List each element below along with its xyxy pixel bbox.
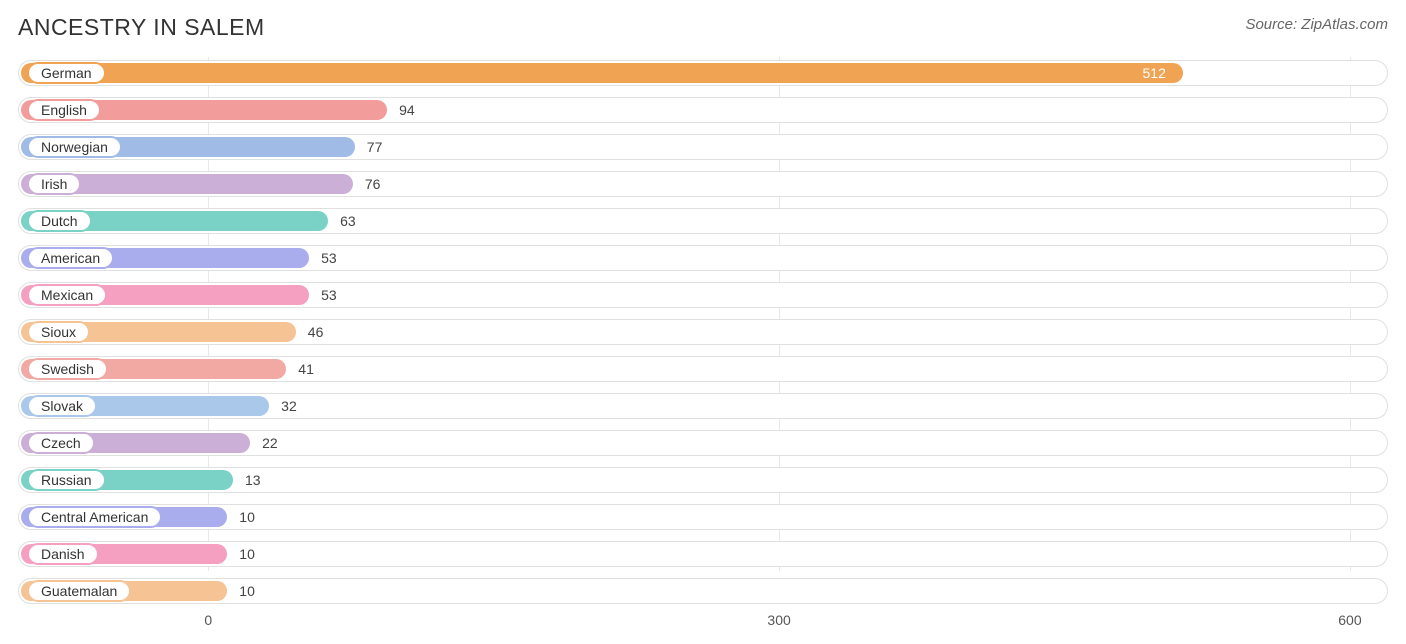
bar-label: Central American	[27, 506, 162, 528]
bar-value: 46	[308, 324, 324, 340]
bar-value: 53	[321, 250, 337, 266]
bar-value: 10	[239, 546, 255, 562]
bar-label: English	[27, 99, 101, 121]
bar-label: Slovak	[27, 395, 97, 417]
bar-row: German 512	[18, 57, 1388, 89]
bar-row: Sioux 46	[18, 316, 1388, 348]
bar-fill	[21, 63, 1183, 83]
bar-row: Swedish 41	[18, 353, 1388, 385]
bar-row: Slovak 32	[18, 390, 1388, 422]
bar-value: 77	[367, 139, 383, 155]
bar-label: Sioux	[27, 321, 90, 343]
bar-label: Swedish	[27, 358, 108, 380]
bar-label: German	[27, 62, 106, 84]
x-axis: 0 300 600	[18, 612, 1388, 634]
bar-value: 512	[1143, 65, 1166, 81]
bar-row: Czech 22	[18, 427, 1388, 459]
bar-value: 13	[245, 472, 261, 488]
x-axis-tick: 600	[1338, 612, 1361, 628]
bar-row: Guatemalan 10	[18, 575, 1388, 607]
bar-value: 32	[281, 398, 297, 414]
bar-value: 10	[239, 509, 255, 525]
bar-label: American	[27, 247, 114, 269]
bar-row: Dutch 63	[18, 205, 1388, 237]
bar-value: 53	[321, 287, 337, 303]
bar-row: Danish 10	[18, 538, 1388, 570]
bar-label: Irish	[27, 173, 81, 195]
bar-row: Russian 13	[18, 464, 1388, 496]
bar-value: 22	[262, 435, 278, 451]
bar-value: 63	[340, 213, 356, 229]
x-axis-tick: 0	[204, 612, 212, 628]
bar-label: Mexican	[27, 284, 107, 306]
bar-value: 10	[239, 583, 255, 599]
bar-label: Norwegian	[27, 136, 122, 158]
bar-row: Central American 10	[18, 501, 1388, 533]
chart-title: ANCESTRY IN SALEM	[18, 14, 265, 41]
bar-label: Danish	[27, 543, 99, 565]
bar-row: Irish 76	[18, 168, 1388, 200]
bar-value: 41	[298, 361, 314, 377]
bar-value: 94	[399, 102, 415, 118]
bar-value: 76	[365, 176, 381, 192]
bar-row: American 53	[18, 242, 1388, 274]
bar-label: Dutch	[27, 210, 92, 232]
bar-row: English 94	[18, 94, 1388, 126]
chart-source: Source: ZipAtlas.com	[1245, 16, 1388, 33]
x-axis-tick: 300	[767, 612, 790, 628]
bar-label: Russian	[27, 469, 106, 491]
bar-label: Guatemalan	[27, 580, 131, 602]
bar-row: Norwegian 77	[18, 131, 1388, 163]
bar-label: Czech	[27, 432, 95, 454]
chart-area: German 512 English 94 Norwegian 77 Irish 76 Dutc…	[18, 57, 1388, 597]
chart-header: ANCESTRY IN SALEM Source: ZipAtlas.com	[18, 14, 1388, 41]
bar-row: Mexican 53	[18, 279, 1388, 311]
